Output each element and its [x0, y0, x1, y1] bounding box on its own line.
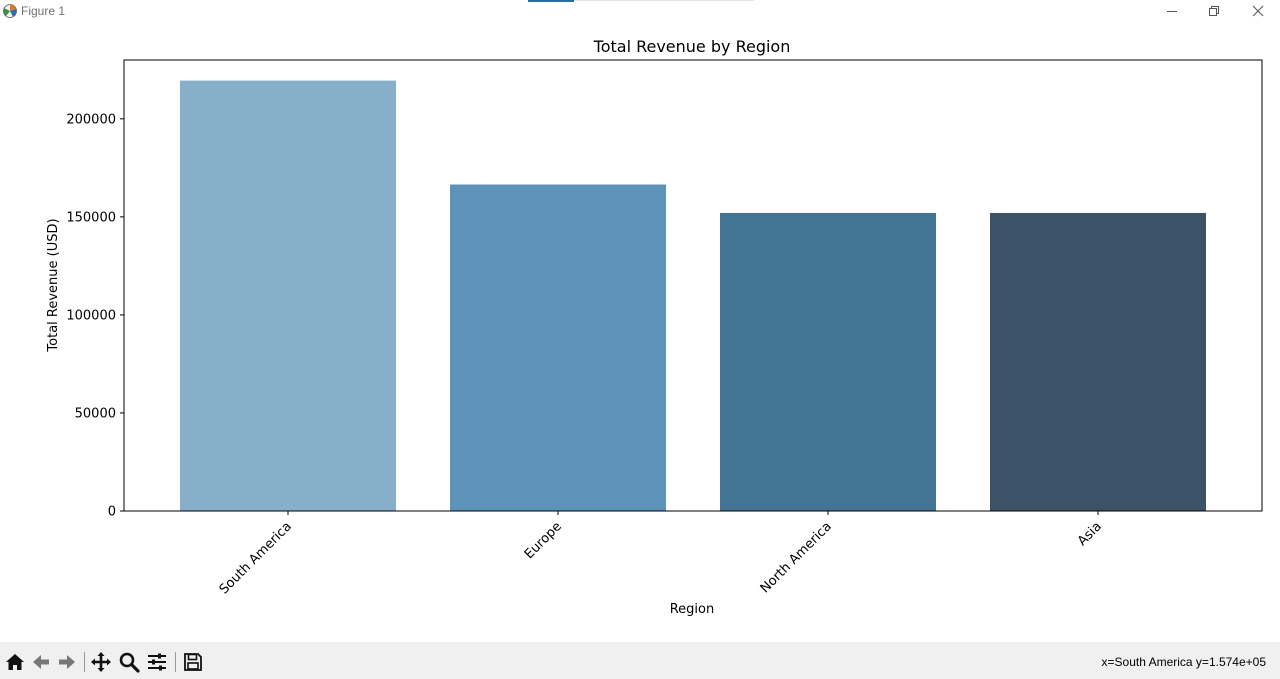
y-tick-label: 150000: [66, 210, 116, 225]
pan-icon: [91, 652, 111, 672]
y-tick-label: 100000: [66, 308, 116, 323]
configure-subplots-icon: [148, 653, 166, 671]
cursor-coordinates: x=South America y=1.574e+05: [1101, 655, 1266, 669]
figure-canvas[interactable]: Total Revenue by Region 0 50000 100000 1500…: [0, 22, 1280, 642]
pan-button[interactable]: [90, 651, 112, 673]
x-tick-label: Europe: [522, 519, 565, 562]
x-tick-label: North America: [758, 519, 835, 596]
home-button[interactable]: [4, 651, 26, 673]
restore-icon: [1209, 6, 1219, 16]
window-title-bar: Figure 1: [0, 0, 1280, 22]
back-button[interactable]: [30, 651, 52, 673]
forward-icon: [59, 655, 75, 669]
minimize-icon: [1167, 11, 1177, 12]
y-tick-label: 200000: [66, 112, 116, 127]
bar: [180, 80, 396, 512]
close-button[interactable]: [1236, 0, 1280, 22]
plot-frame: [123, 59, 1263, 512]
y-axis-label: Total Revenue (USD): [46, 218, 61, 352]
zoom-button[interactable]: [118, 651, 140, 673]
navigation-toolbar: x=South America y=1.574e+05: [0, 642, 1280, 679]
home-icon: [6, 654, 24, 670]
y-tick-label: 50000: [75, 406, 116, 421]
back-icon: [33, 655, 49, 669]
toolbar-separator: [175, 652, 176, 672]
save-button[interactable]: [182, 651, 204, 673]
restore-button[interactable]: [1192, 0, 1236, 22]
forward-button[interactable]: [56, 651, 78, 673]
configure-subplots-button[interactable]: [146, 651, 168, 673]
x-axis-label: Region: [670, 602, 715, 617]
y-tick-label: 0: [108, 505, 116, 520]
zoom-icon: [119, 652, 140, 673]
x-tick-label: Asia: [1075, 519, 1105, 549]
toolbar-separator: [84, 652, 85, 672]
title-bar-accent: [528, 0, 574, 2]
save-icon: [184, 653, 202, 671]
title-bar-divider: [574, 0, 754, 1]
bar: [990, 212, 1206, 512]
window-title: Figure 1: [21, 4, 66, 18]
chart-title: Total Revenue by Region: [593, 37, 791, 56]
bar: [720, 212, 936, 512]
bar-chart: Total Revenue by Region 0 50000 100000 1500…: [46, 37, 1263, 617]
minimize-button[interactable]: [1150, 0, 1194, 22]
bar: [450, 184, 666, 512]
close-icon: [1252, 5, 1264, 17]
x-tick-label: South America: [217, 519, 295, 597]
matplotlib-icon: [3, 4, 17, 18]
